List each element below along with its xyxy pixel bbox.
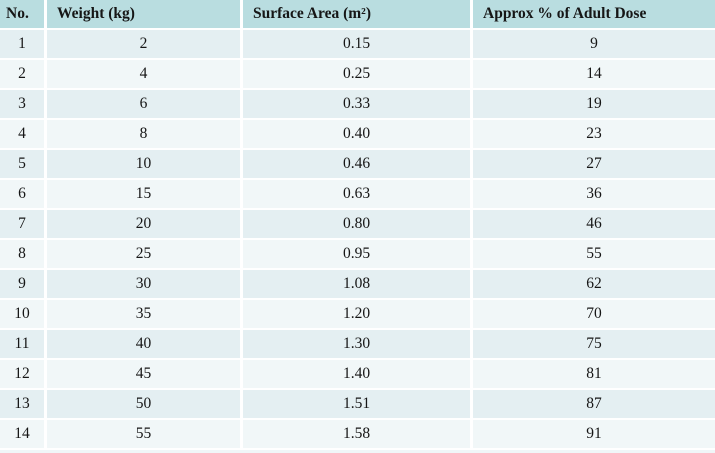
table-cell-dose: 27 <box>473 150 715 180</box>
table-row: 9 30 1.08 62 <box>0 270 715 300</box>
partial-next-row-strip <box>0 450 715 453</box>
table-cell-weight: 8 <box>47 120 243 150</box>
table-cell-surface_area: 0.40 <box>243 120 473 150</box>
table-cell-surface_area: 1.58 <box>243 420 473 450</box>
table-cell-surface_area: 0.95 <box>243 240 473 270</box>
table-cell-no: 8 <box>0 240 47 270</box>
table-cell-surface_area: 0.46 <box>243 150 473 180</box>
column-header-adult-dose: Approx % of Adult Dose <box>473 0 715 30</box>
table-cell-dose: 62 <box>473 270 715 300</box>
table-row: 4 8 0.40 23 <box>0 120 715 150</box>
table-cell-dose: 70 <box>473 300 715 330</box>
table-cell-dose: 23 <box>473 120 715 150</box>
table-cell-weight: 4 <box>47 60 243 90</box>
table-cell-weight: 35 <box>47 300 243 330</box>
table-cell-weight: 40 <box>47 330 243 360</box>
table-cell-weight: 55 <box>47 420 243 450</box>
table-cell-no: 14 <box>0 420 47 450</box>
column-header-no: No. <box>0 0 47 30</box>
table-row: 10 35 1.20 70 <box>0 300 715 330</box>
table-cell-no: 5 <box>0 150 47 180</box>
table-body: 1 2 0.15 9 2 4 0.25 14 3 6 0.33 19 4 8 0.40 23 5 10 0.46 27… <box>0 30 715 450</box>
header-row: No. Weight (kg) Surface Area (m²) Approx… <box>0 0 715 30</box>
table-cell-surface_area: 0.15 <box>243 30 473 60</box>
table-row: 7 20 0.80 46 <box>0 210 715 240</box>
table-cell-no: 1 <box>0 30 47 60</box>
table-cell-surface_area: 1.40 <box>243 360 473 390</box>
table-cell-dose: 81 <box>473 360 715 390</box>
table-cell-no: 10 <box>0 300 47 330</box>
table-cell-weight: 10 <box>47 150 243 180</box>
table-cell-weight: 20 <box>47 210 243 240</box>
table-cell-no: 11 <box>0 330 47 360</box>
table-cell-weight: 15 <box>47 180 243 210</box>
column-header-weight: Weight (kg) <box>47 0 243 30</box>
table-row: 14 55 1.58 91 <box>0 420 715 450</box>
table-cell-surface_area: 1.20 <box>243 300 473 330</box>
table-cell-surface_area: 0.80 <box>243 210 473 240</box>
table-cell-dose: 9 <box>473 30 715 60</box>
table-cell-weight: 50 <box>47 390 243 420</box>
table-row: 3 6 0.33 19 <box>0 90 715 120</box>
table-cell-no: 9 <box>0 270 47 300</box>
table-cell-weight: 6 <box>47 90 243 120</box>
table-cell-no: 13 <box>0 390 47 420</box>
column-header-surface-area: Surface Area (m²) <box>243 0 473 30</box>
table-row: 2 4 0.25 14 <box>0 60 715 90</box>
table-cell-surface_area: 1.51 <box>243 390 473 420</box>
table-cell-weight: 25 <box>47 240 243 270</box>
table-row: 8 25 0.95 55 <box>0 240 715 270</box>
table-cell-no: 3 <box>0 90 47 120</box>
table-row: 6 15 0.63 36 <box>0 180 715 210</box>
table-cell-dose: 75 <box>473 330 715 360</box>
table-row: 5 10 0.46 27 <box>0 150 715 180</box>
table-row: 13 50 1.51 87 <box>0 390 715 420</box>
table-row: 1 2 0.15 9 <box>0 30 715 60</box>
table-cell-dose: 14 <box>473 60 715 90</box>
table-cell-surface_area: 1.08 <box>243 270 473 300</box>
table-cell-no: 6 <box>0 180 47 210</box>
table-cell-surface_area: 0.63 <box>243 180 473 210</box>
table-row: 11 40 1.30 75 <box>0 330 715 360</box>
table-cell-no: 7 <box>0 210 47 240</box>
table-cell-no: 4 <box>0 120 47 150</box>
table-cell-dose: 91 <box>473 420 715 450</box>
table-cell-dose: 87 <box>473 390 715 420</box>
table-cell-weight: 30 <box>47 270 243 300</box>
table-cell-surface_area: 0.33 <box>243 90 473 120</box>
table-cell-dose: 19 <box>473 90 715 120</box>
table-cell-no: 12 <box>0 360 47 390</box>
table-cell-surface_area: 0.25 <box>243 60 473 90</box>
table-cell-weight: 45 <box>47 360 243 390</box>
table-cell-weight: 2 <box>47 30 243 60</box>
table-cell-dose: 55 <box>473 240 715 270</box>
table-cell-no: 2 <box>0 60 47 90</box>
table-cell-dose: 36 <box>473 180 715 210</box>
table-row: 12 45 1.40 81 <box>0 360 715 390</box>
table-cell-dose: 46 <box>473 210 715 240</box>
table-cell-surface_area: 1.30 <box>243 330 473 360</box>
